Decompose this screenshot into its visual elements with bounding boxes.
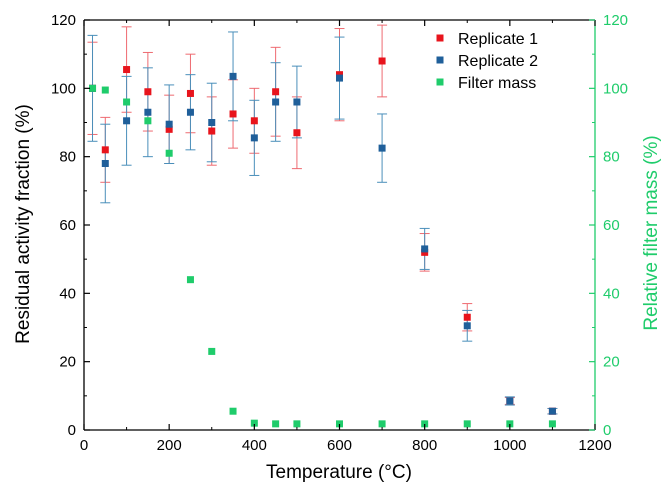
replicate-1-point (123, 66, 131, 74)
filter-mass-point (336, 420, 343, 428)
filter-mass-point (272, 420, 280, 428)
filter-mass-point (123, 98, 131, 106)
replicate-1-point (250, 117, 258, 125)
filter-mass-point (229, 407, 237, 415)
replicate-2-point (378, 144, 386, 152)
filter-mass-point (101, 86, 109, 94)
filter-mass-point (165, 149, 173, 157)
replicate-2-point (229, 72, 237, 80)
replicate-1-point (272, 88, 280, 96)
replicate-1-point (293, 129, 301, 137)
replicate-2-point (101, 160, 109, 167)
y-tick-label: 80 (59, 149, 76, 166)
y2-tick-label: 0 (603, 422, 611, 439)
x-tick-label: 0 (80, 437, 88, 454)
x-tick-label: 800 (412, 437, 437, 454)
x-axis-title: Temperature (°C) (266, 462, 412, 483)
replicate-2-point (144, 108, 152, 116)
y2-axis-title: Relative filter mass (%) (641, 135, 662, 330)
axes: 0 200 400 600 800 1000 12000204060801001200204… (51, 12, 628, 454)
replicate-2-point (165, 120, 173, 128)
replicate-2-point (123, 117, 131, 125)
replicate-1-point (186, 89, 194, 97)
y2-tick-label: 100 (603, 80, 628, 97)
replicate-1-point (144, 88, 152, 96)
y-tick-label: 60 (59, 217, 76, 234)
filter-mass-point (89, 84, 97, 92)
x-tick-label: 200 (157, 437, 182, 454)
legend-label-replicate-2: Replicate 2 (458, 53, 538, 70)
legend-marker-replicate-1 (436, 34, 444, 42)
filter-mass-point (186, 276, 194, 284)
legend: Replicate 1 Replicate 2 Filter mass (436, 31, 538, 92)
legend-marker-filter-mass (436, 78, 444, 86)
y-tick-label: 40 (59, 285, 76, 302)
replicate-2-point (208, 119, 216, 126)
legend-marker-replicate-2 (436, 56, 444, 64)
replicate-1-point (165, 125, 173, 133)
filter-mass-point (208, 347, 216, 355)
y-tick-label: 100 (51, 80, 76, 97)
y2-tick-label: 60 (603, 217, 620, 234)
replicate-1-point (208, 127, 216, 135)
y2-tick-label: 80 (603, 149, 620, 166)
replicate-2-point (272, 98, 280, 106)
y2-tick-label: 20 (603, 354, 620, 371)
y-tick-label: 0 (68, 422, 76, 439)
filter-mass-point (144, 117, 152, 125)
y2-tick-label: 120 (603, 12, 628, 29)
x-tick-label: 1000 (493, 437, 526, 454)
replicate-1-point (101, 146, 109, 154)
filter-mass-point (378, 420, 386, 428)
y-tick-label: 120 (51, 12, 76, 29)
y2-tick-label: 40 (603, 285, 620, 302)
replicate-2-point (548, 407, 556, 415)
x-tick-label: 600 (327, 437, 352, 454)
legend-label-replicate-1: Replicate 1 (458, 31, 538, 48)
filter-mass-point (548, 420, 556, 428)
y-tick-label: 20 (59, 354, 76, 371)
replicate-2-point (336, 74, 343, 82)
filter-mass-point (250, 419, 258, 427)
filter-mass-point (421, 420, 429, 428)
legend-label-filter-mass: Filter mass (458, 75, 536, 92)
filter-mass-point (506, 420, 514, 428)
replicate-2-point (250, 134, 258, 142)
replicate-2-point (506, 397, 514, 405)
replicate-2-point (421, 245, 429, 253)
replicate-1-point (378, 57, 386, 65)
filter-mass-point (463, 420, 471, 428)
data-markers (89, 57, 556, 428)
replicate-2-point (463, 322, 471, 330)
x-tick-label: 400 (242, 437, 267, 454)
replicate-2-point (293, 98, 301, 106)
filter-mass-point (293, 420, 301, 428)
replicate-2-point (186, 108, 194, 116)
replicate-1-point (463, 313, 471, 321)
x-tick-label: 1200 (578, 437, 611, 454)
y-axis-title: Residual activity fraction (%) (13, 104, 34, 344)
replicate-1-point (229, 110, 237, 118)
